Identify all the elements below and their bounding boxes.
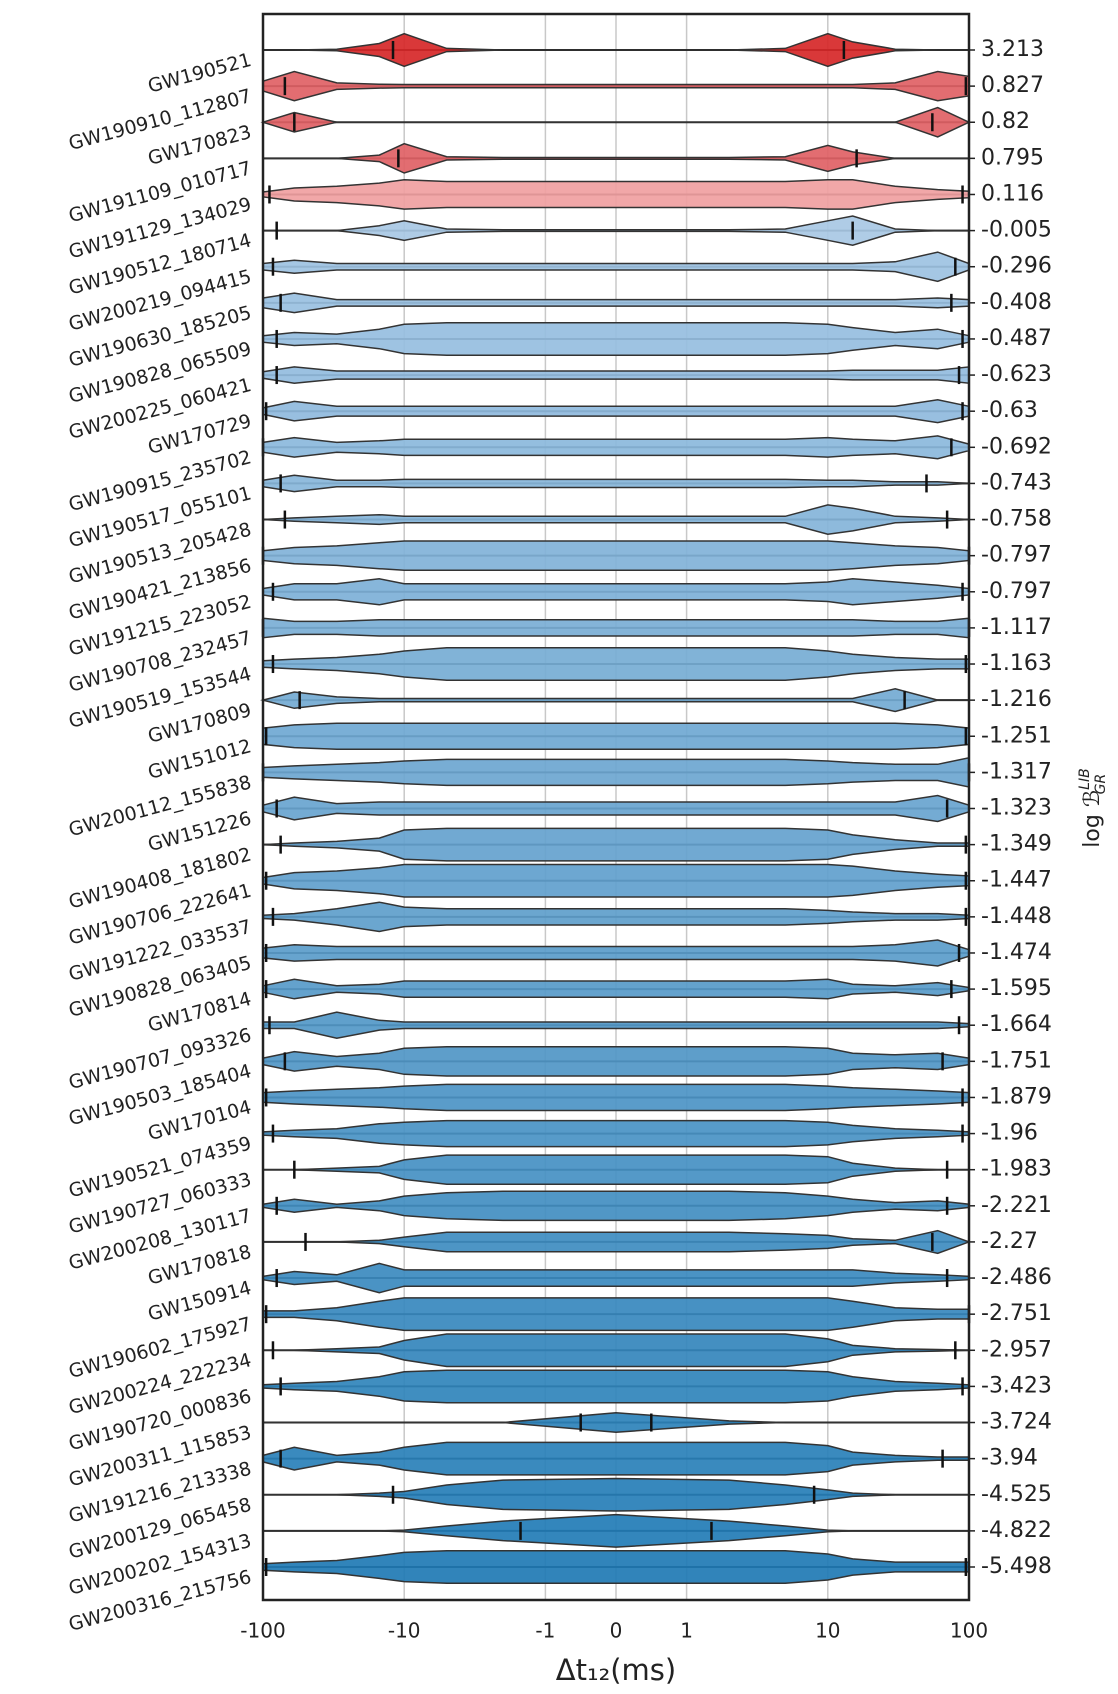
value-label: -0.692 xyxy=(981,434,1052,459)
violin xyxy=(262,863,970,898)
violin xyxy=(262,617,970,639)
y2-label-sup: LIB xyxy=(1077,768,1093,790)
violin xyxy=(260,688,969,713)
value-label: -3.94 xyxy=(981,1446,1038,1471)
value-label: -4.525 xyxy=(981,1482,1052,1507)
value-label: 3.213 xyxy=(981,37,1044,62)
value-label: -0.797 xyxy=(981,543,1052,568)
value-label: -3.724 xyxy=(981,1410,1052,1435)
value-label: -5.498 xyxy=(981,1554,1052,1579)
value-label: -1.323 xyxy=(981,796,1052,821)
value-label: -3.423 xyxy=(981,1373,1052,1398)
violin xyxy=(262,1297,970,1332)
x-tick-label: 0 xyxy=(610,1619,623,1643)
value-label: 0.116 xyxy=(981,181,1044,206)
violin xyxy=(262,540,970,572)
y2-label-sub: GR xyxy=(1093,774,1109,795)
violin xyxy=(262,1083,970,1112)
y2-label-text: log ℬ xyxy=(1080,790,1105,848)
value-label: -2.221 xyxy=(981,1193,1052,1218)
x-tick-label: -1 xyxy=(535,1619,555,1643)
violin xyxy=(262,1190,970,1222)
violin xyxy=(263,1477,969,1512)
value-label: -1.448 xyxy=(981,904,1052,929)
violin xyxy=(263,142,969,174)
value-label: -1.349 xyxy=(981,832,1052,857)
value-label: -0.623 xyxy=(981,362,1052,387)
value-label: -0.408 xyxy=(981,290,1052,315)
violin xyxy=(263,1229,972,1255)
value-label: -0.758 xyxy=(981,507,1052,532)
violin xyxy=(262,756,970,788)
value-label: 0.82 xyxy=(981,109,1030,134)
value-label: -1.216 xyxy=(981,687,1052,712)
x-tick-label: 1 xyxy=(680,1619,693,1643)
violin xyxy=(263,1333,970,1368)
x-tick-label: 10 xyxy=(815,1619,840,1643)
violin xyxy=(263,1513,969,1548)
value-label: -1.96 xyxy=(981,1121,1038,1146)
y2-axis-label: log ℬLIBGR xyxy=(1077,768,1109,847)
violin xyxy=(262,321,970,356)
value-label: -2.751 xyxy=(981,1301,1052,1326)
x-axis-label: Δt₁₂(ms) xyxy=(556,1653,676,1687)
violin xyxy=(262,435,970,460)
value-label: 0.795 xyxy=(981,145,1044,170)
value-label: -1.751 xyxy=(981,1048,1052,1073)
violin xyxy=(263,1154,969,1186)
violin xyxy=(263,32,969,68)
violin xyxy=(263,215,969,246)
value-label: -0.487 xyxy=(981,326,1052,351)
value-label: -1.474 xyxy=(981,940,1052,965)
value-label: -1.163 xyxy=(981,651,1052,676)
violin xyxy=(262,1045,970,1077)
value-label: -1.317 xyxy=(981,759,1052,784)
violin xyxy=(262,647,970,682)
value-label: -1.251 xyxy=(981,723,1052,748)
value-label: -2.957 xyxy=(981,1337,1052,1362)
violin xyxy=(262,978,970,1000)
violin xyxy=(262,1369,970,1404)
value-label: -1.447 xyxy=(981,868,1052,893)
violin xyxy=(262,1441,970,1476)
violin xyxy=(262,179,970,210)
value-label: -0.797 xyxy=(981,579,1052,604)
value-label: -1.983 xyxy=(981,1157,1052,1182)
value-label: -1.117 xyxy=(981,615,1052,640)
value-label: 0.827 xyxy=(981,73,1044,98)
value-label: -1.879 xyxy=(981,1084,1052,1109)
violin xyxy=(262,474,970,493)
violin xyxy=(262,722,970,751)
value-label: -0.296 xyxy=(981,254,1052,279)
value-label: -1.595 xyxy=(981,976,1052,1001)
value-label: -2.486 xyxy=(981,1265,1052,1290)
violin xyxy=(263,1412,969,1434)
x-tick-label: -100 xyxy=(240,1619,285,1643)
value-label: -2.27 xyxy=(981,1229,1038,1254)
value-label: -4.822 xyxy=(981,1518,1052,1543)
value-label: -0.005 xyxy=(981,218,1052,243)
value-label: -1.664 xyxy=(981,1012,1052,1037)
value-label: -0.63 xyxy=(981,398,1038,423)
violin xyxy=(262,827,970,862)
violin xyxy=(262,1549,970,1585)
violin xyxy=(262,1119,970,1148)
x-tick-label: 100 xyxy=(950,1619,988,1643)
plot-frame xyxy=(261,12,971,1602)
value-label: -0.743 xyxy=(981,470,1052,495)
x-tick-label: -10 xyxy=(388,1619,421,1643)
